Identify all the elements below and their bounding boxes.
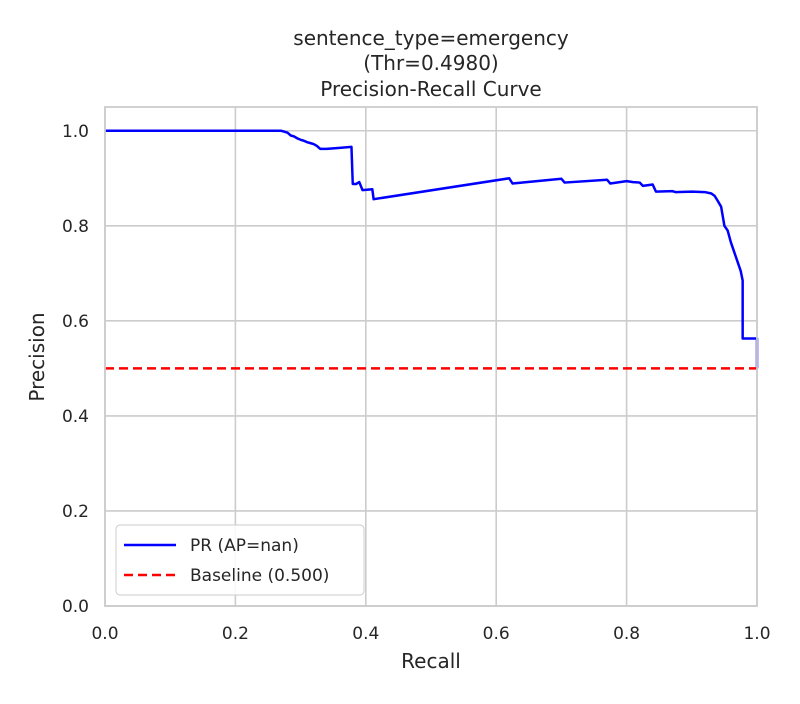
pr-curve-line <box>105 129 759 369</box>
series-layer <box>105 129 759 370</box>
x-axis-label: Recall <box>401 649 461 673</box>
x-tick-label: 0.0 <box>91 624 118 644</box>
x-tick-label: 0.2 <box>222 624 249 644</box>
title-line-2: (Thr=0.4980) <box>363 51 498 75</box>
x-tick-label: 0.6 <box>483 624 510 644</box>
legend-label-baseline: Baseline (0.500) <box>190 566 329 586</box>
y-axis-label: Precision <box>25 312 49 401</box>
chart-title: sentence_type=emergency (Thr=0.4980) Pre… <box>293 26 569 101</box>
y-tick-label: 0.0 <box>62 597 89 617</box>
y-tick-label: 0.2 <box>62 502 89 522</box>
y-tick-label: 0.8 <box>62 217 89 237</box>
y-tick-label: 1.0 <box>62 122 89 142</box>
title-line-1: sentence_type=emergency <box>293 26 569 50</box>
y-tick-label: 0.6 <box>62 312 89 332</box>
legend: PR (AP=nan) Baseline (0.500) <box>115 524 365 596</box>
x-axis-ticks: 0.0 0.2 0.4 0.6 0.8 1.0 <box>91 624 770 644</box>
legend-box <box>115 524 365 596</box>
legend-label-pr: PR (AP=nan) <box>190 536 299 556</box>
title-line-3: Precision-Recall Curve <box>320 77 541 101</box>
y-tick-label: 0.4 <box>62 407 89 427</box>
x-tick-label: 0.8 <box>613 624 640 644</box>
x-tick-label: 0.4 <box>352 624 379 644</box>
plot-frame <box>104 106 758 607</box>
x-tick-label: 1.0 <box>743 624 770 644</box>
y-axis-ticks: 0.0 0.2 0.4 0.6 0.8 1.0 <box>62 122 89 617</box>
